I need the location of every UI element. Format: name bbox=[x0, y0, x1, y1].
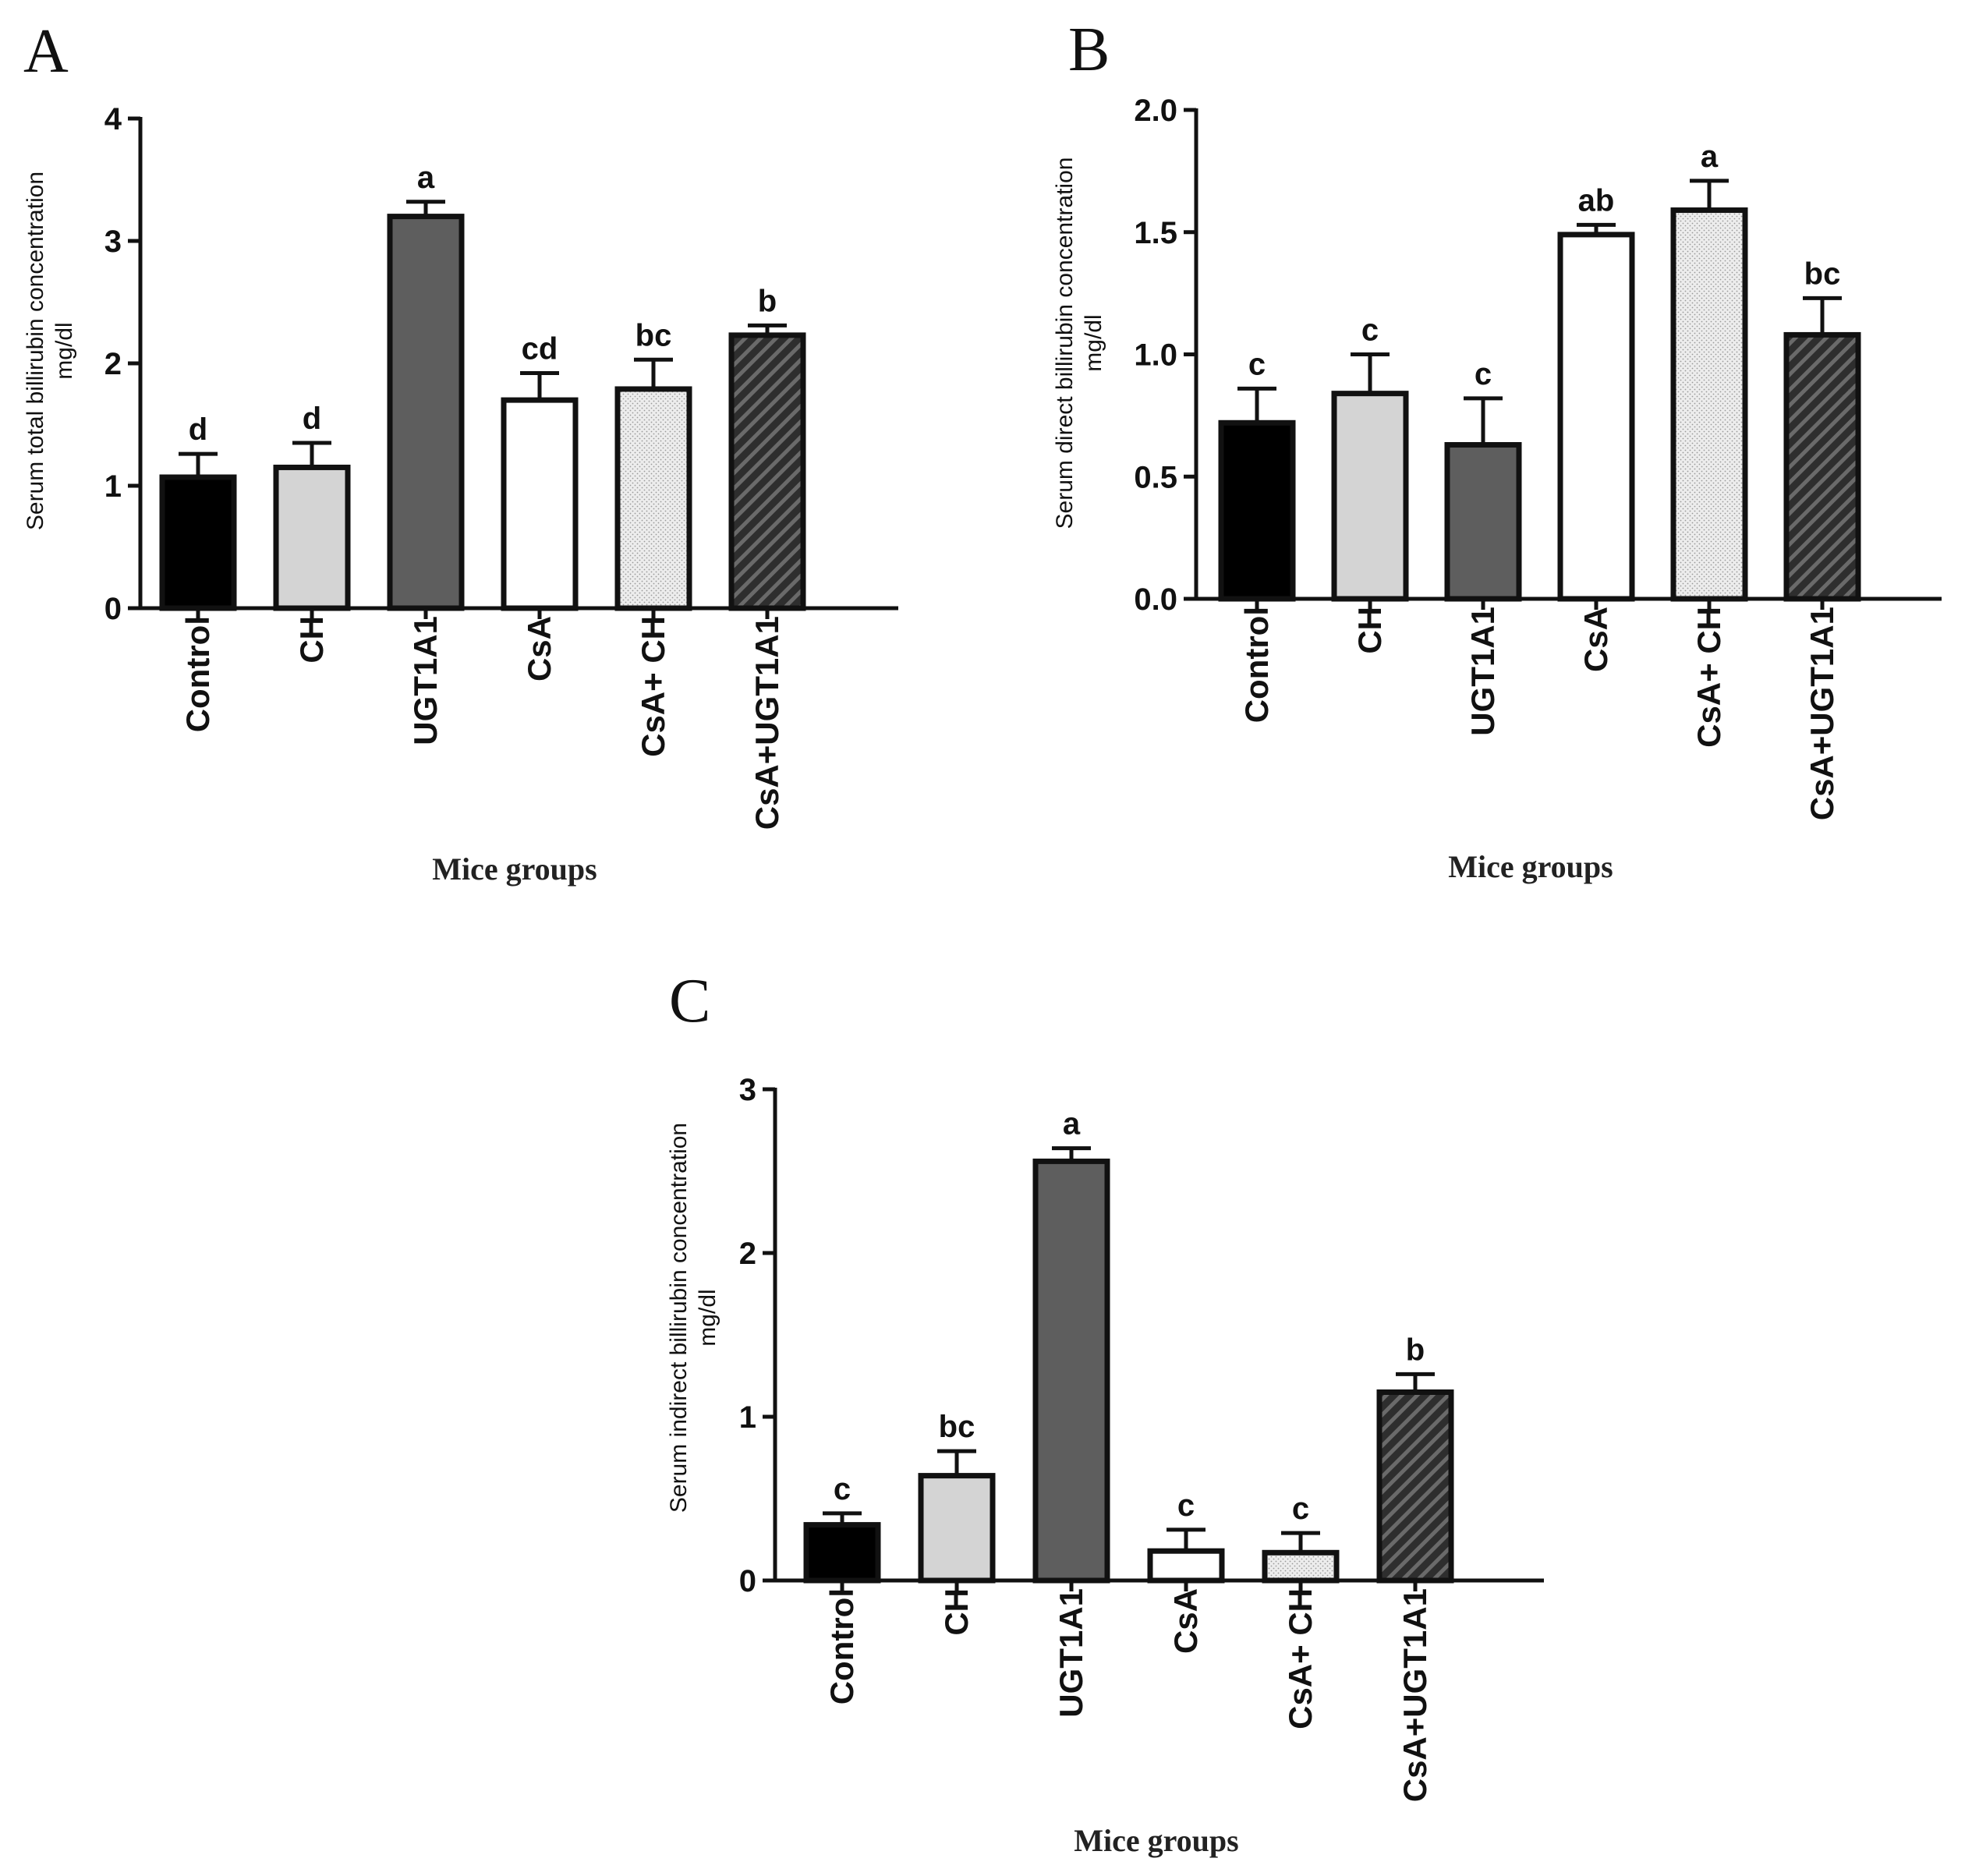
panel-c-y-tick-label: 1 bbox=[739, 1400, 756, 1435]
panel-b-significance-csa-ugt1a1: bc bbox=[1804, 257, 1841, 291]
panel-a-category-label-ch: CH bbox=[293, 616, 330, 664]
panel-b-y-tick-label: 1.0 bbox=[1134, 338, 1177, 373]
panel-b-y-axis-unit: mg/dl bbox=[1081, 314, 1106, 371]
panel-b-bar-ch bbox=[1331, 391, 1409, 602]
panel-c-bar-csa-ch bbox=[1262, 1549, 1340, 1584]
panel-a-bar-ugt1a1 bbox=[387, 214, 465, 611]
panel-c-category-label-csa-ugt1a1: CsA+UGT1A1 bbox=[1397, 1588, 1433, 1802]
panel-c-category-label-ugt1a1: UGT1A1 bbox=[1053, 1588, 1089, 1718]
panel-a-bar-csa-ch bbox=[614, 386, 692, 611]
panel-c-category-label-control: Control bbox=[823, 1588, 860, 1704]
panel-a-bar-csa bbox=[501, 397, 579, 611]
panel-a-y-tick-label: 1 bbox=[104, 469, 122, 504]
panel-letter-c: C bbox=[669, 967, 710, 1035]
panel-letter-a: A bbox=[23, 17, 69, 86]
panel-a-y-tick-label: 3 bbox=[104, 225, 122, 259]
panel-b-significance-ch: c bbox=[1361, 313, 1379, 348]
panel-a-category-label-csa: CsA bbox=[521, 616, 558, 681]
panel-c-x-axis-title: Mice groups bbox=[1074, 1823, 1238, 1858]
panel-c-category-label-ch: CH bbox=[938, 1588, 975, 1636]
panel-a-y-tick-label: 2 bbox=[104, 347, 122, 381]
panel-b-y-tick-label: 0.5 bbox=[1134, 460, 1177, 494]
panel-a-bar-ch bbox=[273, 464, 351, 611]
panel-a-significance-control: d bbox=[189, 412, 207, 447]
panel-a-y-axis-title: Serum total billirubin concentration bbox=[23, 172, 48, 530]
panel-b-category-label-csa: CsA bbox=[1577, 607, 1614, 672]
panel-c-y-axis-unit: mg/dl bbox=[695, 1289, 720, 1346]
panel-c-bar-csa-ugt1a1 bbox=[1376, 1389, 1454, 1584]
chart-panel-c: 0 1 2 3 Serum indirect billirubin concentrat… bbox=[666, 1073, 1544, 1858]
panel-c-significance-csa-ch: c bbox=[1292, 1492, 1309, 1526]
panel-b-category-label-csa-ch: CsA+ CH bbox=[1691, 607, 1727, 748]
panel-b-category-label-ugt1a1: UGT1A1 bbox=[1464, 607, 1501, 736]
panel-c-category-label-csa: CsA bbox=[1167, 1588, 1204, 1654]
panel-c-significance-ch: bc bbox=[939, 1410, 975, 1444]
panel-b-y-tick-label: 2.0 bbox=[1134, 94, 1177, 128]
panel-c-bar-ch bbox=[918, 1473, 996, 1584]
panel-c-y-axis-title: Serum indirect billirubin concentration bbox=[666, 1123, 692, 1513]
panel-letter-b: B bbox=[1068, 16, 1110, 84]
panel-c-significance-csa: c bbox=[1177, 1488, 1195, 1523]
panel-c-y-tick-label: 0 bbox=[739, 1564, 756, 1598]
panel-c-significance-csa-ugt1a1: b bbox=[1406, 1333, 1425, 1367]
panel-a-significance-ch: d bbox=[303, 402, 321, 436]
panel-a-bar-csa-ugt1a1 bbox=[728, 332, 806, 611]
panel-b-category-label-csa-ugt1a1: CsA+UGT1A1 bbox=[1804, 607, 1840, 820]
panel-b-significance-control: c bbox=[1248, 347, 1266, 381]
panel-a-y-tick-label: 4 bbox=[104, 102, 122, 136]
panel-c-significance-control: c bbox=[834, 1472, 851, 1506]
panel-c-significance-ugt1a1: a bbox=[1063, 1107, 1081, 1142]
panel-b-significance-ugt1a1: c bbox=[1475, 357, 1492, 391]
panel-a-category-label-csa-ch: CsA+ CH bbox=[635, 616, 671, 757]
chart-panel-a: 0 1 2 3 4 Serum total billirubin concentratio… bbox=[23, 102, 898, 887]
panel-c-y-tick-label: 3 bbox=[739, 1073, 756, 1107]
panel-a-category-label-csa-ugt1a1: CsA+UGT1A1 bbox=[749, 616, 785, 830]
panel-b-bar-csa-ch bbox=[1670, 207, 1748, 602]
panel-b-x-axis-title: Mice groups bbox=[1448, 849, 1613, 884]
panel-a-significance-csa: cd bbox=[522, 332, 558, 366]
panel-b-y-tick-label: 1.5 bbox=[1134, 216, 1177, 250]
panel-a-category-label-control: Control bbox=[179, 616, 216, 732]
panel-c-bar-control bbox=[803, 1522, 881, 1584]
panel-b-bar-csa-ugt1a1 bbox=[1783, 331, 1861, 602]
panel-b-y-tick-label: 0.0 bbox=[1134, 582, 1177, 617]
panel-a-y-tick-label: 0 bbox=[104, 592, 122, 626]
panel-a-significance-ugt1a1: a bbox=[417, 161, 435, 195]
panel-b-y-axis-title: Serum direct billirubin concentration bbox=[1052, 158, 1078, 529]
panel-b-significance-csa: ab bbox=[1578, 183, 1615, 218]
panel-b-bar-csa bbox=[1557, 232, 1635, 602]
panel-a-y-axis-unit: mg/dl bbox=[51, 322, 77, 379]
panel-a-category-label-ugt1a1: UGT1A1 bbox=[407, 616, 444, 745]
panel-c-bar-csa bbox=[1147, 1548, 1225, 1584]
panel-a-significance-csa-ugt1a1: b bbox=[758, 284, 777, 318]
panel-b-category-label-ch: CH bbox=[1351, 607, 1388, 654]
panel-b-bar-control bbox=[1218, 419, 1296, 602]
panel-c-y-tick-label: 2 bbox=[739, 1237, 756, 1271]
panel-a-x-axis-title: Mice groups bbox=[432, 851, 597, 887]
panel-b-bar-ugt1a1 bbox=[1444, 441, 1522, 602]
panel-b-category-label-control: Control bbox=[1238, 607, 1275, 723]
panel-a-bar-control bbox=[159, 474, 237, 611]
panel-c-category-label-csa-ch: CsA+ CH bbox=[1282, 1588, 1319, 1729]
chart-panel-b: 0.0 0.5 1.0 1.5 2.0 Serum direct billirubin c… bbox=[1052, 94, 1942, 884]
panel-a-significance-csa-ch: bc bbox=[636, 318, 672, 352]
panel-c-bar-ugt1a1 bbox=[1032, 1158, 1110, 1584]
panel-b-significance-csa-ch: a bbox=[1701, 140, 1719, 174]
